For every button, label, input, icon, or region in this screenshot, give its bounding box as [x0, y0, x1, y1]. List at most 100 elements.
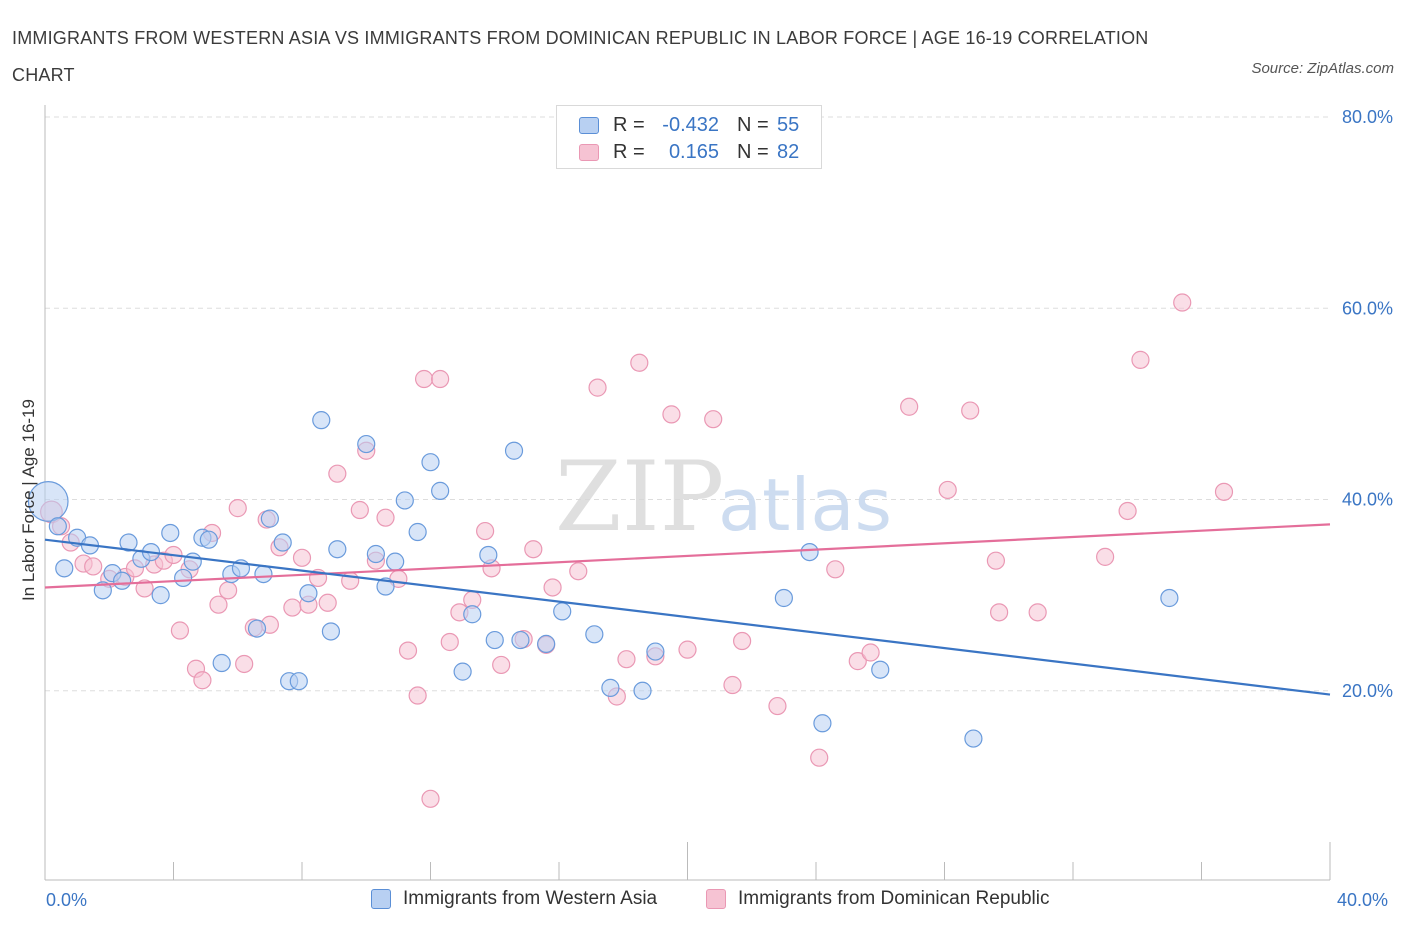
- dominican-point: [1214, 482, 1234, 501]
- legend-n-value: 55: [777, 113, 800, 136]
- chart-title: IMMIGRANTS FROM WESTERN ASIA VS IMMIGRAN…: [12, 28, 1149, 85]
- western-asia-point: [431, 481, 450, 500]
- western-asia-point: [537, 634, 556, 653]
- watermark-atlas: atlas: [718, 463, 892, 547]
- dominican-point: [990, 603, 1009, 622]
- dominican-point: [662, 405, 681, 424]
- legend-r-label: R =: [613, 140, 645, 163]
- western-asia-point: [254, 564, 273, 584]
- western-asia-point: [585, 625, 604, 644]
- dominican-point: [283, 598, 302, 617]
- dominican-point: [350, 500, 369, 520]
- dominican-point: [170, 621, 190, 640]
- legend-n-label: N =: [737, 113, 769, 136]
- dominican-point: [733, 631, 752, 651]
- dominican-point: [810, 748, 829, 767]
- trend-lines: [44, 523, 1331, 696]
- western-asia-point: [485, 630, 504, 650]
- dominican-point: [723, 675, 742, 695]
- dominican-point: [84, 557, 103, 576]
- dominican-point: [476, 521, 495, 541]
- western-asia-point: [511, 630, 530, 650]
- correlation-legend: R = -0.432 N = 55 R = 0.165 N = 82: [556, 105, 822, 169]
- dominican-point: [543, 578, 562, 597]
- dominican-point: [398, 641, 418, 660]
- dominican-point: [986, 551, 1006, 570]
- western-asia-point: [1160, 588, 1179, 608]
- dominican-point: [569, 562, 588, 581]
- dominican-point: [1118, 501, 1137, 521]
- western-asia-point: [408, 522, 427, 542]
- y-tick-label: 60.0%: [1342, 298, 1393, 318]
- western-asia-point: [289, 672, 308, 691]
- western-asia-point: [504, 441, 524, 460]
- series-western-asia-points: [27, 411, 1179, 748]
- western-asia-point: [774, 588, 793, 608]
- y-tick-labels: 20.0% 40.0% 60.0% 80.0%: [1342, 107, 1393, 701]
- gridlines: [45, 116, 1330, 692]
- y-tick-label: 40.0%: [1342, 490, 1393, 510]
- x-tick-label-max: 40.0%: [1337, 890, 1389, 910]
- western-asia-point: [601, 678, 620, 697]
- dominican-point: [228, 499, 247, 518]
- western-asia-point: [260, 509, 279, 528]
- western-asia-point: [453, 662, 472, 681]
- legend-r-value: -0.432: [662, 113, 719, 136]
- trend-line-western-asia: [44, 538, 1331, 696]
- legend-n-label: N =: [737, 140, 769, 163]
- y-axis-label: In Labor Force | Age 16-19: [19, 399, 38, 601]
- dominican-point: [961, 401, 980, 420]
- western-asia-point: [55, 559, 74, 578]
- dominican-point: [1096, 547, 1115, 566]
- dominican-point: [768, 696, 787, 716]
- legend-swatch-pink: [579, 143, 599, 161]
- x-tick-label-min: 0.0%: [46, 890, 88, 910]
- western-asia-point: [199, 530, 218, 549]
- western-asia-point: [321, 622, 341, 641]
- legend-swatch-blue: [579, 116, 599, 134]
- watermark: ZIP atlas: [555, 441, 892, 553]
- dominican-point: [900, 397, 919, 416]
- legend-swatch-blue: [371, 889, 391, 909]
- western-asia-point: [463, 605, 482, 624]
- western-asia-point: [357, 434, 376, 454]
- dominican-point: [440, 632, 459, 652]
- legend-r-value: 0.165: [668, 140, 719, 163]
- legend-item-western-asia[interactable]: Immigrants from Western Asia: [371, 888, 657, 910]
- legend-r-label: R =: [613, 113, 645, 136]
- dominican-point: [235, 654, 254, 674]
- western-asia-point: [161, 523, 180, 543]
- legend-item-dominican[interactable]: Immigrants from Dominican Republic: [706, 888, 1050, 910]
- western-asia-point: [48, 517, 67, 536]
- western-asia-point: [633, 681, 652, 700]
- dominican-point: [1131, 350, 1150, 369]
- western-asia-point: [174, 568, 193, 588]
- series-legend: Immigrants from Western Asia Immigrants …: [0, 888, 1406, 916]
- dominican-point: [193, 671, 212, 690]
- y-tick-label: 80.0%: [1342, 107, 1393, 127]
- western-asia-point: [212, 653, 231, 673]
- western-asia-point: [247, 619, 267, 638]
- western-asia-point: [553, 602, 572, 621]
- dominican-point: [421, 789, 440, 808]
- dominican-point: [492, 655, 511, 675]
- legend-label: Immigrants from Western Asia: [403, 888, 658, 909]
- y-tick-label: 20.0%: [1342, 681, 1393, 701]
- dominican-point: [1173, 293, 1192, 312]
- western-asia-point: [299, 584, 318, 603]
- dominican-point: [704, 410, 723, 429]
- western-asia-point: [151, 586, 170, 605]
- legend-n-value: 82: [777, 140, 800, 163]
- western-asia-point: [312, 411, 331, 430]
- dominican-point: [524, 540, 543, 559]
- y-axis-label-wrap: In Labor Force | Age 16-19: [14, 380, 44, 620]
- dominican-point: [630, 353, 649, 372]
- dominican-point: [617, 650, 636, 669]
- western-asia-point: [27, 481, 69, 522]
- western-asia-point: [386, 552, 405, 571]
- dominican-point: [861, 643, 880, 662]
- source-label: Source: ZipAtlas.com: [1251, 60, 1394, 77]
- western-asia-point: [813, 714, 832, 733]
- dominican-point: [408, 686, 427, 705]
